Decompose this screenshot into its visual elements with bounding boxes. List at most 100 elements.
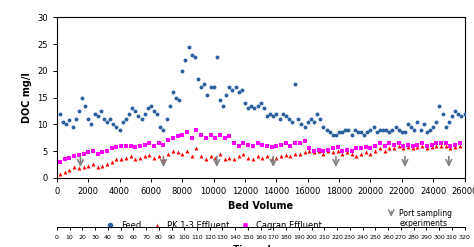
Point	[201, 82, 208, 86]
Point	[131, 145, 139, 149]
Point	[306, 149, 313, 153]
Point	[221, 157, 228, 161]
Point	[317, 117, 324, 121]
Point	[292, 152, 299, 156]
Point	[263, 144, 271, 148]
Point	[360, 133, 368, 137]
Point	[75, 166, 82, 170]
Point	[103, 120, 111, 124]
Point	[345, 128, 352, 132]
Point	[370, 125, 377, 129]
Point	[268, 145, 275, 149]
Point	[367, 128, 374, 132]
Point	[417, 128, 424, 132]
Point	[135, 114, 142, 118]
Point	[188, 154, 195, 158]
Point	[56, 112, 64, 116]
Point	[230, 157, 238, 161]
Point	[429, 125, 437, 129]
Point	[226, 134, 233, 138]
Point	[332, 133, 340, 137]
Point	[451, 109, 459, 113]
Point	[285, 117, 293, 121]
Point	[277, 154, 285, 158]
Point	[202, 136, 210, 140]
Point	[146, 141, 153, 145]
Point	[91, 112, 98, 116]
Text: Port sampling
experiments: Port sampling experiments	[399, 209, 452, 228]
Point	[381, 149, 388, 153]
Point	[228, 88, 236, 92]
Point	[192, 128, 200, 132]
Point	[89, 149, 97, 153]
Point	[414, 145, 421, 149]
Point	[207, 133, 214, 137]
Point	[69, 125, 76, 129]
Point	[310, 120, 318, 124]
Point	[207, 154, 214, 158]
Point	[88, 122, 95, 126]
Point	[324, 149, 332, 153]
Point	[211, 136, 219, 140]
Point	[287, 144, 294, 148]
Point	[164, 152, 172, 156]
Point	[163, 117, 171, 121]
Point	[240, 141, 247, 145]
Point	[335, 130, 343, 134]
Point	[75, 109, 82, 113]
Point	[235, 154, 243, 158]
Point	[160, 143, 167, 147]
Point	[343, 150, 351, 154]
Point	[216, 98, 224, 102]
Point	[395, 141, 402, 145]
Point	[385, 146, 393, 150]
Point	[131, 157, 139, 161]
Point	[247, 104, 255, 108]
Point	[188, 53, 195, 57]
Point	[94, 165, 101, 169]
Point	[249, 157, 256, 161]
Point	[61, 157, 69, 161]
Point	[414, 143, 421, 147]
Point	[371, 149, 379, 153]
Point	[192, 146, 200, 150]
Point	[371, 144, 379, 148]
Point	[461, 112, 468, 116]
X-axis label: Time, days: Time, days	[233, 246, 288, 247]
Point	[292, 82, 299, 86]
Point	[276, 117, 283, 121]
Point	[273, 112, 280, 116]
Point	[241, 101, 249, 105]
Point	[292, 141, 299, 145]
Point	[172, 96, 180, 100]
Point	[432, 144, 440, 148]
Point	[183, 130, 191, 134]
Point	[141, 112, 148, 116]
Point	[72, 117, 80, 121]
Point	[100, 117, 108, 121]
Point	[169, 149, 177, 153]
Point	[329, 133, 337, 137]
Point	[296, 152, 304, 156]
Point	[122, 156, 130, 160]
Point	[94, 152, 101, 156]
Point	[432, 120, 440, 124]
Point	[385, 130, 393, 134]
Point	[329, 146, 337, 150]
Point	[254, 141, 261, 145]
Point	[150, 156, 158, 160]
Point	[437, 144, 445, 148]
Point	[174, 150, 182, 154]
Point	[310, 150, 318, 154]
Point	[185, 45, 192, 49]
Point	[282, 114, 290, 118]
Point	[183, 149, 191, 153]
Point	[319, 152, 327, 156]
Point	[273, 156, 280, 160]
Point	[263, 154, 271, 158]
Point	[122, 117, 130, 121]
Point	[155, 141, 163, 145]
Point	[216, 152, 224, 156]
Point	[82, 104, 89, 108]
Point	[249, 144, 256, 148]
